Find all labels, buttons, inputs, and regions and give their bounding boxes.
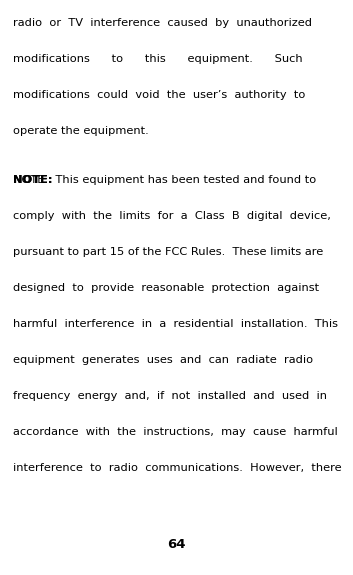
Text: modifications      to      this      equipment.      Such: modifications to this equipment. Such — [13, 54, 303, 64]
Text: NOTE:: NOTE: — [13, 175, 53, 185]
Text: equipment  generates  uses  and  can  radiate  radio: equipment generates uses and can radiate… — [13, 355, 313, 365]
Text: 64: 64 — [167, 539, 186, 551]
Text: NOTE:: NOTE: — [13, 175, 53, 185]
Text: NOTE:  This equipment has been tested and found to: NOTE: This equipment has been tested and… — [13, 175, 316, 185]
Text: designed  to  provide  reasonable  protection  against: designed to provide reasonable protectio… — [13, 283, 319, 293]
Text: comply  with  the  limits  for  a  Class  B  digital  device,: comply with the limits for a Class B dig… — [13, 211, 331, 221]
Text: radio  or  TV  interference  caused  by  unauthorized: radio or TV interference caused by unaut… — [13, 18, 312, 28]
Text: pursuant to part 15 of the FCC Rules.  These limits are: pursuant to part 15 of the FCC Rules. Th… — [13, 247, 323, 257]
Text: frequency  energy  and,  if  not  installed  and  used  in: frequency energy and, if not installed a… — [13, 391, 327, 401]
Text: modifications  could  void  the  user’s  authority  to: modifications could void the user’s auth… — [13, 90, 305, 100]
Text: operate the equipment.: operate the equipment. — [13, 126, 149, 136]
Text: interference  to  radio  communications.  However,  there: interference to radio communications. Ho… — [13, 463, 342, 473]
Text: harmful  interference  in  a  residential  installation.  This: harmful interference in a residential in… — [13, 319, 338, 329]
Text: accordance  with  the  instructions,  may  cause  harmful: accordance with the instructions, may ca… — [13, 427, 338, 437]
Text: NOTE:  This equipment has been tested and found to: NOTE: This equipment has been tested and… — [13, 175, 316, 185]
